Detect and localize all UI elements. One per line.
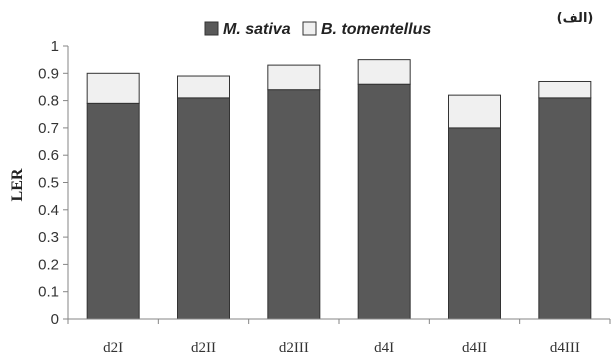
x-axis: d2I d2II d2III d4I d4II d4III: [67, 318, 611, 356]
x-tick-label: d2III: [279, 340, 309, 356]
bar-m-sativa: [177, 97, 230, 320]
bar-m-sativa: [538, 97, 592, 320]
y-tick-label: 0.2: [38, 256, 59, 273]
panel-label: (الف): [557, 11, 594, 26]
bar-b-tomentellus: [86, 72, 140, 104]
y-tick-label: 0.6: [38, 147, 59, 164]
bar-m-sativa: [448, 127, 501, 320]
legend-swatch: [204, 21, 219, 36]
x-tick-label: d4I: [374, 340, 394, 356]
legend-label: M. sativa: [223, 21, 291, 38]
bar-b-tomentellus: [448, 94, 501, 129]
y-axis-label: LER: [9, 168, 26, 201]
legend-label: B. tomentellus: [321, 21, 431, 38]
bar-b-tomentellus: [357, 59, 411, 85]
y-tick-label: 0.3: [38, 229, 59, 246]
bar-m-sativa: [357, 83, 411, 320]
y-tick-label: 0: [51, 311, 59, 328]
bar-b-tomentellus: [538, 80, 592, 99]
x-tick-label: d2I: [103, 340, 123, 356]
bars: [86, 59, 592, 320]
y-tick-label: 0.5: [38, 175, 59, 192]
bar-m-sativa: [267, 89, 321, 320]
y-tick-label: 0.8: [38, 93, 59, 110]
x-tick-label: d4III: [550, 340, 580, 356]
y-tick-label: 0.1: [38, 284, 59, 301]
legend: M. sativa B. tomentellus: [204, 21, 431, 38]
x-tick-label: d4II: [462, 340, 487, 356]
y-tick-label: 0.9: [38, 65, 59, 82]
y-tick-label: 0.4: [38, 202, 59, 219]
y-tick-label: 0.7: [38, 120, 59, 137]
bar-b-tomentellus: [267, 64, 321, 91]
legend-swatch: [302, 21, 317, 36]
y-tick-label: 1: [51, 38, 59, 55]
y-axis: 0 0.1 0.2 0.3 0.4 0.5 0.6 0.7 0.8 0.9 1: [38, 38, 69, 328]
bar-m-sativa: [86, 102, 140, 320]
x-tick-label: d2II: [191, 340, 216, 356]
bar-b-tomentellus: [177, 75, 230, 99]
